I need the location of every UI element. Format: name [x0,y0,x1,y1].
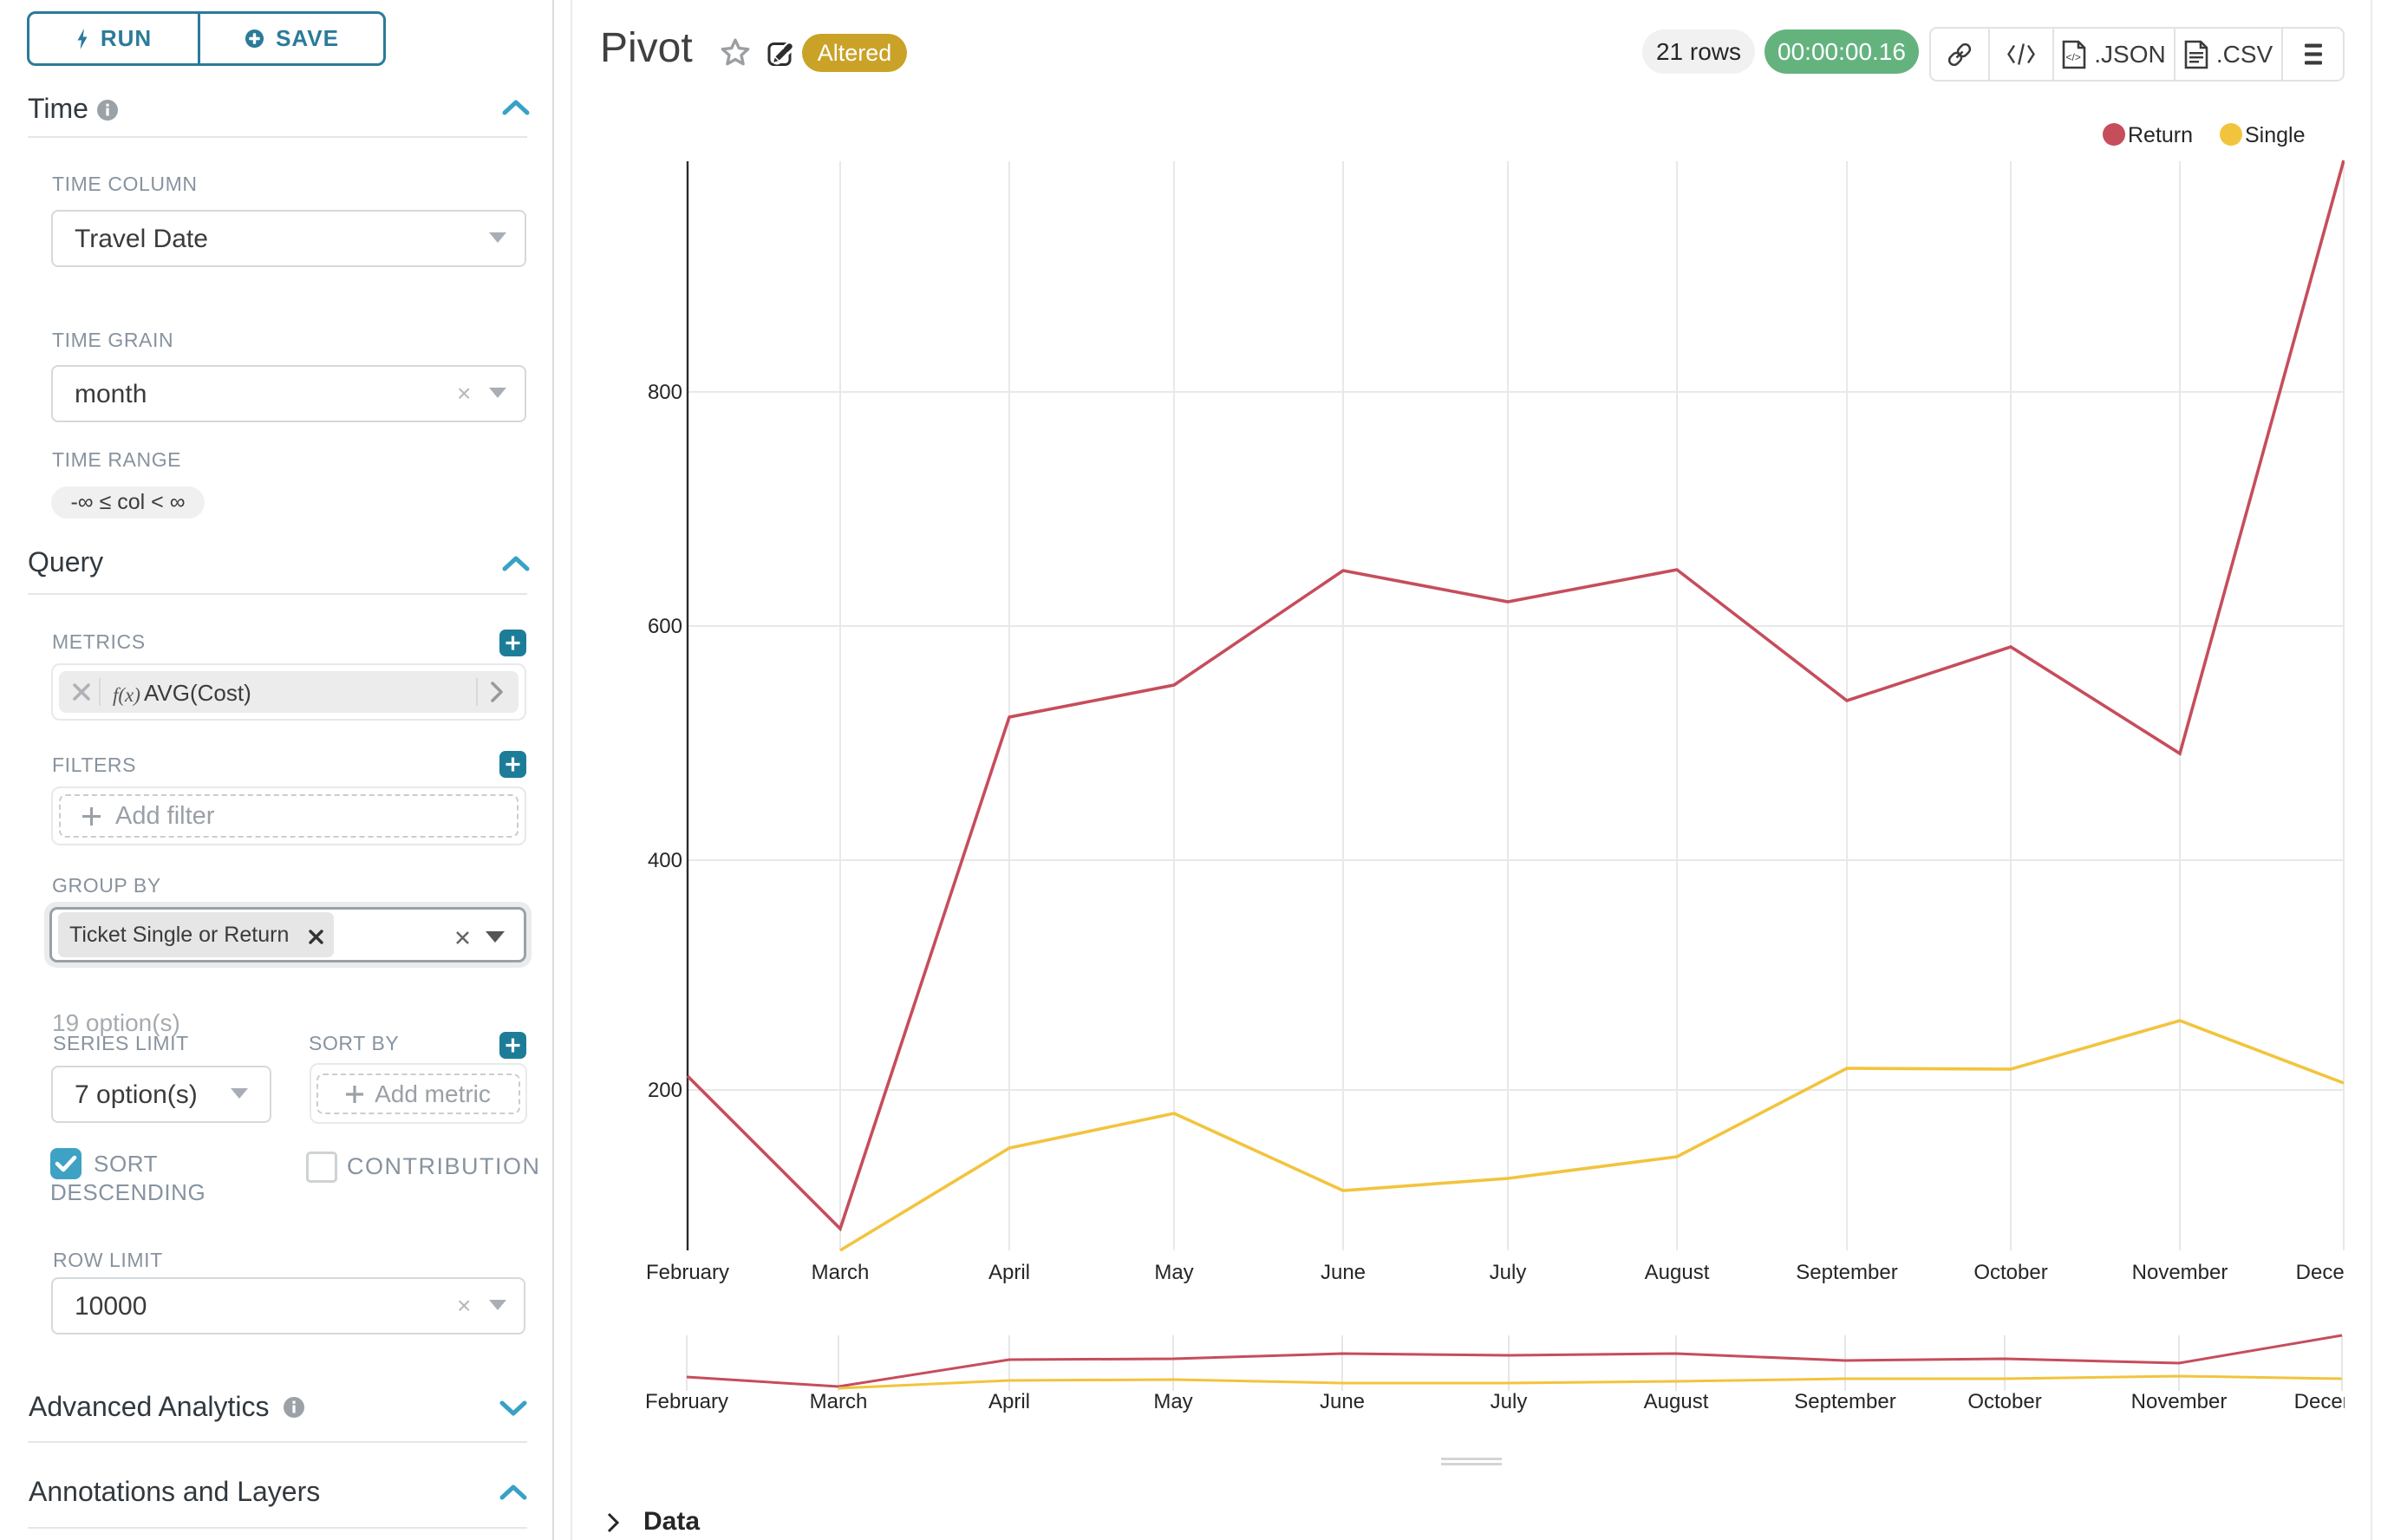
svg-text:June: June [1321,1261,1366,1284]
svg-text:August: August [1644,1390,1709,1413]
svg-text:March: March [810,1390,868,1413]
svg-text:May: May [1153,1390,1192,1413]
svg-text:</>: </> [2066,51,2081,63]
svg-text:800: 800 [648,381,682,404]
svg-text:September: September [1794,1390,1895,1413]
svg-text:Single: Single [2245,123,2306,147]
svg-text:August: August [1645,1261,1710,1284]
svg-text:March: March [812,1261,870,1284]
svg-text:December: December [2294,1390,2345,1413]
svg-text:600: 600 [648,615,682,638]
svg-text:September: September [1796,1261,1897,1284]
svg-text:December: December [2296,1261,2345,1284]
svg-text:July: July [1490,1261,1527,1284]
svg-text:April: April [988,1261,1030,1284]
svg-text:July: July [1491,1390,1528,1413]
svg-text:February: February [646,1261,729,1284]
svg-text:February: February [645,1390,728,1413]
svg-text:400: 400 [648,849,682,872]
svg-text:October: October [1967,1390,2041,1413]
svg-text:April: April [988,1390,1030,1413]
svg-text:November: November [2131,1390,2228,1413]
svg-text:Return: Return [2128,123,2193,147]
svg-text:November: November [2132,1261,2228,1284]
svg-text:June: June [1320,1390,1365,1413]
svg-text:200: 200 [648,1079,682,1102]
svg-text:May: May [1154,1261,1193,1284]
svg-text:October: October [1973,1261,2047,1284]
